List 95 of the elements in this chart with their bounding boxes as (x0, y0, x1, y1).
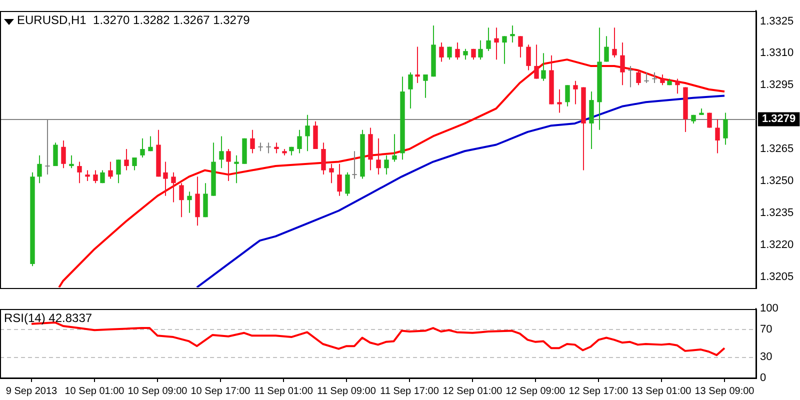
candlestick (494, 27, 499, 60)
candlestick (439, 42, 444, 62)
candlestick (455, 42, 460, 60)
y-tick-label: 1.3250 (760, 174, 794, 187)
candlestick (502, 36, 507, 64)
candlestick (565, 84, 570, 107)
candlestick (644, 72, 650, 84)
candlestick (652, 72, 658, 84)
ref-line-label: 1.3279 (762, 113, 796, 126)
candlestick (660, 74, 665, 86)
y-tick-label: 1.3325 (760, 15, 794, 28)
x-tick-label: 10 Sep 01:00 (64, 386, 125, 397)
candlestick (723, 112, 728, 146)
candlestick (573, 80, 578, 105)
candlestick (203, 182, 208, 218)
candlestick (345, 172, 350, 196)
y-tick-label: 0 (760, 372, 766, 384)
x-tick-label: 11 Sep 17:00 (380, 386, 440, 397)
y-tick-label: 70 (760, 323, 772, 336)
candlestick (195, 176, 200, 226)
candlestick (620, 42, 625, 86)
x-tick-label: 9 Sep 2013 (6, 386, 58, 397)
x-tick-label: 10 Sep 17:00 (190, 386, 251, 397)
candlestick (274, 142, 279, 154)
chart-title: EURUSD,H1 1.3270 1.3282 1.3267 1.3279 (17, 12, 250, 27)
candlestick (518, 36, 523, 58)
x-tick-label: 12 Sep 01:00 (442, 386, 503, 397)
x-tick-label: 13 Sep 09:00 (694, 386, 755, 397)
candlestick (250, 129, 255, 154)
candlestick (675, 78, 680, 94)
candlestick (337, 163, 342, 196)
y-tick-label: 1.3235 (760, 206, 794, 219)
candlestick (297, 129, 302, 154)
candlestick (715, 118, 720, 154)
candlestick (510, 25, 515, 44)
y-tick-label: 100 (760, 302, 778, 315)
candlestick (219, 136, 224, 169)
x-tick-label: 11 Sep 09:00 (317, 386, 376, 397)
candlestick (163, 161, 168, 196)
candlestick (77, 161, 82, 184)
y-tick-label: 1.3295 (760, 79, 794, 92)
candlestick (423, 74, 428, 98)
candlestick (171, 172, 176, 203)
y-tick-label: 1.3310 (760, 47, 794, 60)
candlestick (313, 120, 318, 150)
candlestick (636, 70, 641, 86)
candlestick (376, 138, 381, 176)
candlestick (226, 148, 231, 182)
y-tick-label: 1.3205 (760, 270, 794, 283)
candlestick (604, 36, 609, 62)
candlestick (266, 142, 272, 154)
candlestick (148, 136, 153, 152)
candlestick (628, 65, 634, 88)
x-tick-label: 12 Sep 17:00 (568, 386, 629, 397)
candlestick (534, 44, 539, 80)
candlestick (179, 182, 184, 218)
x-tick-label: 11 Sep 01:00 (254, 386, 314, 397)
x-tick-label: 10 Sep 09:00 (128, 386, 188, 397)
candlestick (234, 154, 239, 184)
candlestick (108, 161, 113, 180)
candlestick (187, 191, 192, 214)
candlestick (329, 163, 334, 184)
candlestick (100, 170, 105, 184)
candlestick (69, 154, 74, 169)
candlestick (415, 46, 420, 84)
candlestick (132, 157, 137, 171)
candlestick (612, 27, 617, 58)
candlestick (53, 142, 58, 167)
chart-title: RSI(14) 42.8337 (4, 310, 92, 325)
candlestick (124, 148, 129, 171)
candlestick (392, 134, 397, 162)
candlestick (321, 142, 326, 176)
candlestick (352, 150, 358, 180)
candlestick (384, 154, 389, 176)
candlestick (61, 140, 66, 169)
candlestick (478, 40, 483, 60)
candlestick (463, 48, 468, 60)
candlestick (305, 114, 310, 152)
candlestick (541, 52, 546, 82)
candlestick (37, 154, 42, 184)
y-tick-label: 1.3265 (760, 143, 794, 156)
y-tick-label: 30 (760, 351, 772, 364)
candlestick (486, 27, 491, 52)
x-tick-label: 12 Sep 09:00 (506, 386, 566, 397)
y-tick-label: 1.3220 (760, 238, 794, 251)
candlestick (85, 170, 90, 182)
candlestick (408, 72, 413, 110)
x-tick-label: 13 Sep 01:00 (632, 386, 692, 397)
candlestick (447, 46, 452, 60)
candlestick (116, 159, 121, 184)
candlestick (557, 88, 562, 114)
candlestick (93, 170, 98, 184)
candlestick (140, 138, 145, 158)
candlestick (589, 91, 594, 150)
candlestick (526, 44, 531, 71)
